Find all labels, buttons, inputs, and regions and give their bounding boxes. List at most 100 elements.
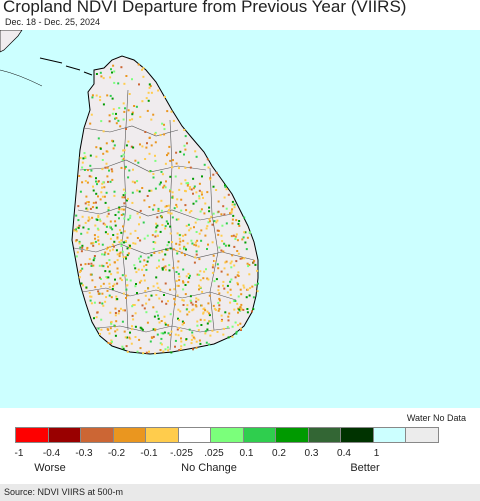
ndvi-pixel [81,161,84,164]
ndvi-pixel [204,309,207,312]
ndvi-pixel [111,112,114,115]
ndvi-pixel [104,166,107,169]
ndvi-pixel [191,309,194,312]
ndvi-pixel [184,135,187,138]
ndvi-pixel [79,271,81,273]
ndvi-pixel [88,258,91,261]
ndvi-pixel [139,143,141,146]
ndvi-pixel [139,115,142,118]
ndvi-pixel [131,325,133,328]
ndvi-pixel [126,254,129,257]
ndvi-pixel [213,307,216,310]
ndvi-pixel [198,182,201,185]
ndvi-pixel [150,144,153,147]
ndvi-pixel [84,155,87,158]
ndvi-pixel [77,219,80,222]
ndvi-pixel [163,96,166,98]
ndvi-pixel [107,265,109,268]
ndvi-pixel [221,224,224,227]
ndvi-pixel [182,288,185,291]
ndvi-pixel [206,328,209,331]
ndvi-pixel [187,182,189,185]
ndvi-pixel [167,324,170,327]
ndvi-pixel [198,189,201,192]
ndvi-pixel [209,320,212,323]
ndvi-pixel [125,199,128,202]
ndvi-pixel [146,234,149,237]
ndvi-pixel [88,218,91,221]
ndvi-pixel [168,145,171,148]
ndvi-pixel [157,210,160,212]
ndvi-pixel [131,111,134,114]
ndvi-pixel [134,325,137,328]
ndvi-pixel [195,297,198,300]
ndvi-pixel [135,105,138,108]
ndvi-pixel [194,256,197,259]
ndvi-pixel [93,234,96,237]
ndvi-pixel [136,292,138,294]
ndvi-pixel [107,180,109,183]
ndvi-pixel [148,83,151,86]
ndvi-pixel [109,263,111,266]
ndvi-pixel [135,271,138,274]
ndvi-pixel [126,236,129,239]
ndvi-pixel [109,237,112,240]
ndvi-pixel [235,219,238,222]
ndvi-pixel [78,240,81,243]
ndvi-pixel [159,230,162,233]
ndvi-pixel [139,239,142,242]
ndvi-pixel [197,298,200,301]
ndvi-pixel [119,251,122,254]
ndvi-pixel [194,304,197,307]
ndvi-pixel [109,327,112,330]
ndvi-pixel [108,286,111,289]
ndvi-pixel [101,182,104,185]
ndvi-pixel [127,109,130,112]
ndvi-pixel [221,240,224,243]
ndvi-pixel [134,285,137,288]
ndvi-pixel [113,245,115,248]
ndvi-pixel [133,181,136,184]
ndvi-pixel [115,295,118,298]
ndvi-pixel [242,308,245,311]
ndvi-pixel [159,342,162,345]
ndvi-pixel [94,286,97,289]
ndvi-pixel [123,167,126,170]
ndvi-pixel [87,216,90,219]
ndvi-pixel [129,216,132,219]
ndvi-pixel [135,283,137,285]
ndvi-pixel [107,206,110,209]
ndvi-pixel [164,227,167,230]
ndvi-pixel [173,297,176,300]
ndvi-pixel [195,305,198,308]
ndvi-pixel [75,228,77,231]
ndvi-pixel [125,257,127,260]
ndvi-pixel [159,288,162,291]
ndvi-pixel [229,262,232,265]
ndvi-pixel [101,253,103,256]
ndvi-pixel [139,260,142,263]
ndvi-pixel [185,248,187,251]
ndvi-pixel [78,224,81,227]
ndvi-pixel [81,246,84,249]
ndvi-pixel [123,82,126,85]
ndvi-pixel [246,262,249,265]
ndvi-pixel [110,342,113,345]
ndvi-pixel [242,236,245,239]
ndvi-pixel [104,251,107,254]
ndvi-pixel [113,81,116,84]
ndvi-pixel [236,274,239,277]
ndvi-pixel [213,220,216,223]
legend-tick-label: -0.1 [140,448,158,459]
ndvi-pixel [197,329,200,331]
ndvi-pixel [134,159,137,162]
ndvi-pixel [90,175,93,178]
ndvi-pixel [234,238,237,240]
ndvi-pixel [189,186,191,189]
ndvi-pixel [120,155,123,158]
ndvi-pixel [91,96,94,99]
ndvi-pixel [246,311,249,314]
ndvi-pixel [149,170,152,172]
footer-bar: Source: NDVI VIIRS at 500-m [0,484,480,501]
ndvi-pixel [160,332,163,335]
